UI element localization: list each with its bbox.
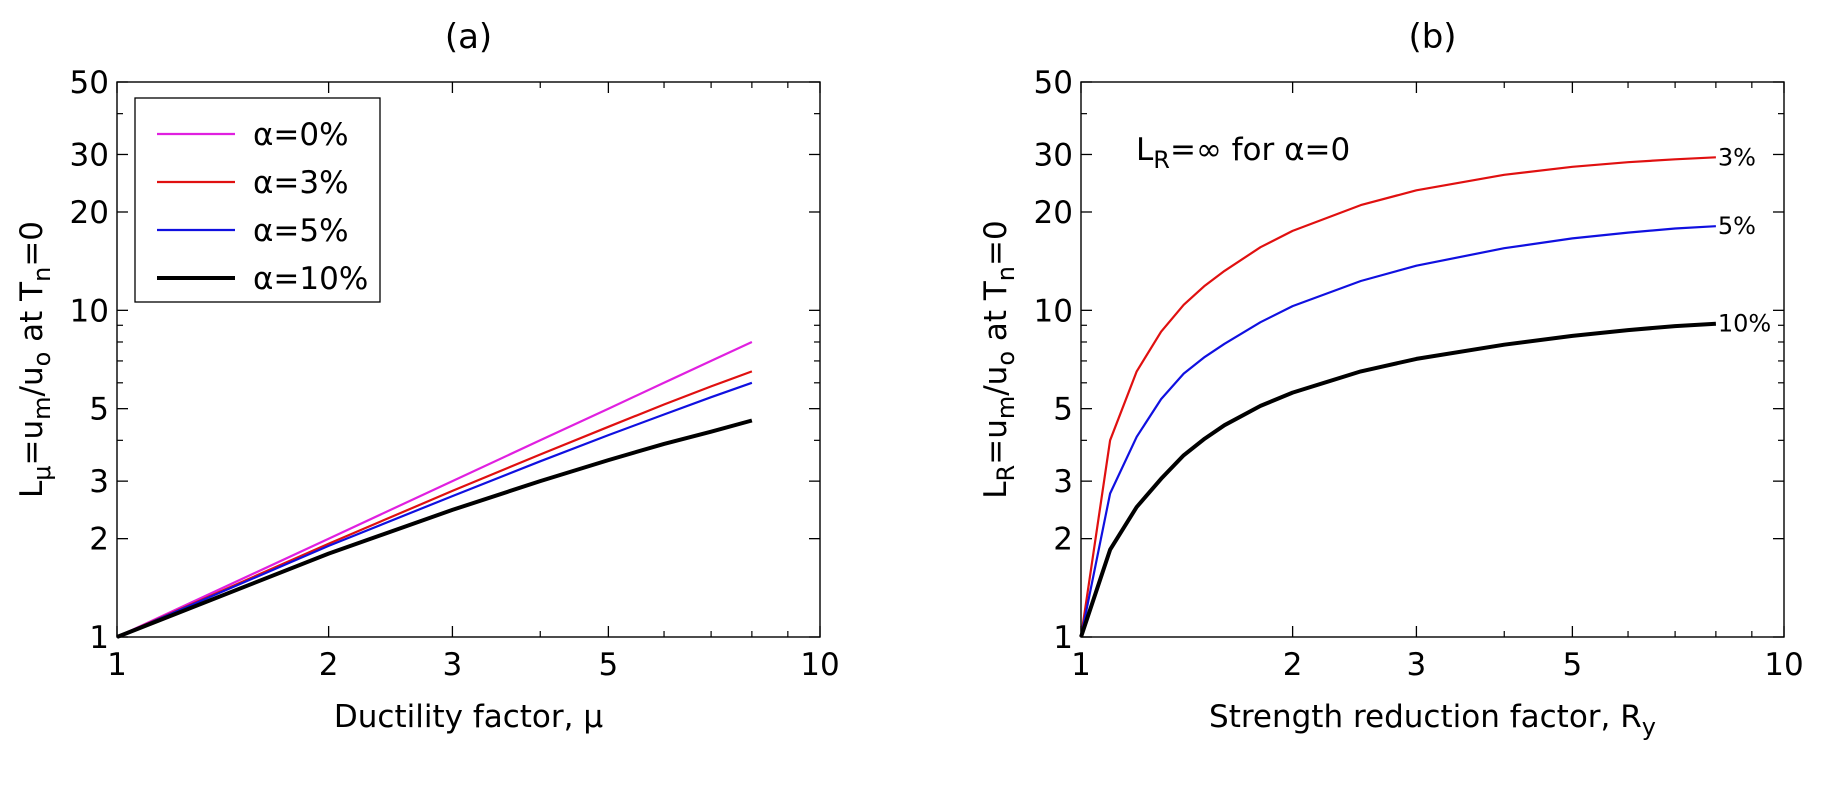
legend-entry: α=3% [253, 165, 349, 201]
legend-entry: α=5% [253, 213, 349, 249]
plot-frame [1080, 81, 1785, 638]
series-line [116, 341, 753, 638]
annotation: LR=∞ for α=0 [1136, 132, 1350, 174]
y-tick-label: 1 [1053, 620, 1073, 656]
x-tick-label: 3 [1407, 647, 1427, 683]
y-tick-label: 30 [1034, 137, 1073, 173]
series-line [1079, 156, 1716, 638]
legend: α=0% α=3% α=5% α=10% [134, 97, 381, 303]
x-tick-label: 5 [599, 647, 619, 683]
x-axis-label: Strength reduction factor, Ry [1209, 699, 1656, 741]
series-end-label: 3% [1718, 143, 1756, 171]
chart-a: 1 2 3 5 10 1 2 3 5 10 20 30 50 (a) Ductility factor, μ… [14, 17, 840, 735]
chart-title: (b) [1408, 17, 1456, 57]
x-tick-label: 2 [1283, 647, 1303, 683]
legend-box [134, 97, 381, 303]
x-tick-label: 10 [1764, 647, 1803, 683]
legend-entry: α=10% [253, 261, 368, 297]
y-tick-label: 30 [70, 137, 109, 173]
y-tick-label: 50 [70, 65, 109, 101]
series-line [116, 381, 753, 639]
x-axis-label: Ductility factor, μ [334, 699, 603, 735]
series-line [1079, 321, 1717, 638]
y-tick-label: 10 [1034, 293, 1073, 329]
series-end-label: 5% [1718, 212, 1756, 240]
y-tick-label: 2 [89, 522, 109, 558]
x-tick-label: 1 [107, 647, 127, 683]
y-tick-label: 20 [1034, 195, 1073, 231]
x-tick-label: 2 [319, 647, 339, 683]
plot-frame [116, 81, 821, 638]
series-end-label: 10% [1718, 310, 1771, 338]
y-tick-label: 5 [1053, 392, 1073, 428]
y-tick-label: 20 [70, 195, 109, 231]
y-tick-label: 3 [89, 464, 109, 500]
y-axis-label: LR=um/uo at Tn=0 [978, 220, 1020, 498]
legend-entry: α=0% [253, 117, 349, 153]
series-line [1079, 225, 1716, 638]
x-tick-label: 5 [1563, 647, 1583, 683]
y-tick-label: 50 [1034, 65, 1073, 101]
x-tick-label: 10 [800, 647, 839, 683]
y-tick-label: 2 [1053, 522, 1073, 558]
chart-title: (a) [445, 17, 492, 57]
x-tick-label: 3 [443, 647, 463, 683]
series-line [116, 418, 753, 639]
y-axis-label: Lμ=um/uo at Tn=0 [14, 221, 56, 498]
series-line [116, 370, 753, 639]
x-tick-label: 1 [1071, 647, 1091, 683]
chart-b: 1 2 3 5 10 1 2 3 5 10 20 30 50 (b) Strength reduction … [978, 17, 1804, 741]
y-tick-label: 10 [70, 293, 109, 329]
y-tick-label: 1 [89, 620, 109, 656]
y-tick-label: 3 [1053, 464, 1073, 500]
y-tick-label: 5 [89, 392, 109, 428]
